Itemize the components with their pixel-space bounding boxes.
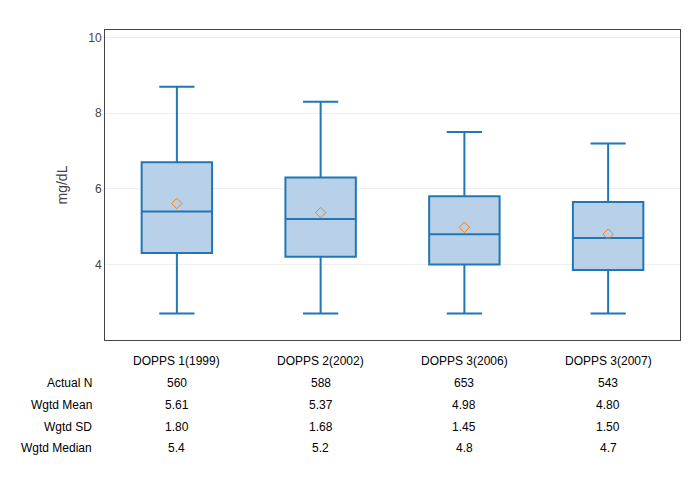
svg-text:Wgtd SD: Wgtd SD	[44, 420, 92, 434]
svg-text:1.68: 1.68	[309, 420, 333, 434]
svg-text:5.2: 5.2	[312, 441, 329, 455]
svg-text:5.4: 5.4	[168, 441, 185, 455]
svg-text:653: 653	[454, 376, 474, 390]
svg-text:10: 10	[88, 31, 102, 45]
svg-text:DOPPS 3(2007): DOPPS 3(2007)	[565, 354, 652, 368]
svg-text:Wgtd Mean: Wgtd Mean	[31, 398, 92, 412]
svg-text:1.80: 1.80	[165, 420, 189, 434]
svg-text:588: 588	[311, 376, 331, 390]
svg-text:4: 4	[95, 258, 102, 272]
svg-text:4.8: 4.8	[456, 441, 473, 455]
svg-text:DOPPS 2(2002): DOPPS 2(2002)	[277, 354, 364, 368]
svg-text:4.7: 4.7	[600, 441, 617, 455]
svg-text:5.61: 5.61	[165, 398, 189, 412]
svg-text:DOPPS 1(1999): DOPPS 1(1999)	[133, 354, 220, 368]
svg-text:4.98: 4.98	[452, 398, 476, 412]
svg-text:1.50: 1.50	[596, 420, 620, 434]
svg-text:4.80: 4.80	[596, 398, 620, 412]
svg-text:DOPPS 3(2006): DOPPS 3(2006)	[421, 354, 508, 368]
svg-text:Wgtd Median: Wgtd Median	[21, 441, 92, 455]
svg-text:mg/dL: mg/dL	[54, 165, 70, 204]
svg-text:8: 8	[95, 106, 102, 120]
svg-text:Actual N: Actual N	[47, 376, 92, 390]
svg-text:1.45: 1.45	[452, 420, 476, 434]
svg-text:543: 543	[598, 376, 618, 390]
svg-text:5.37: 5.37	[309, 398, 333, 412]
svg-text:560: 560	[167, 376, 187, 390]
svg-text:6: 6	[95, 182, 102, 196]
